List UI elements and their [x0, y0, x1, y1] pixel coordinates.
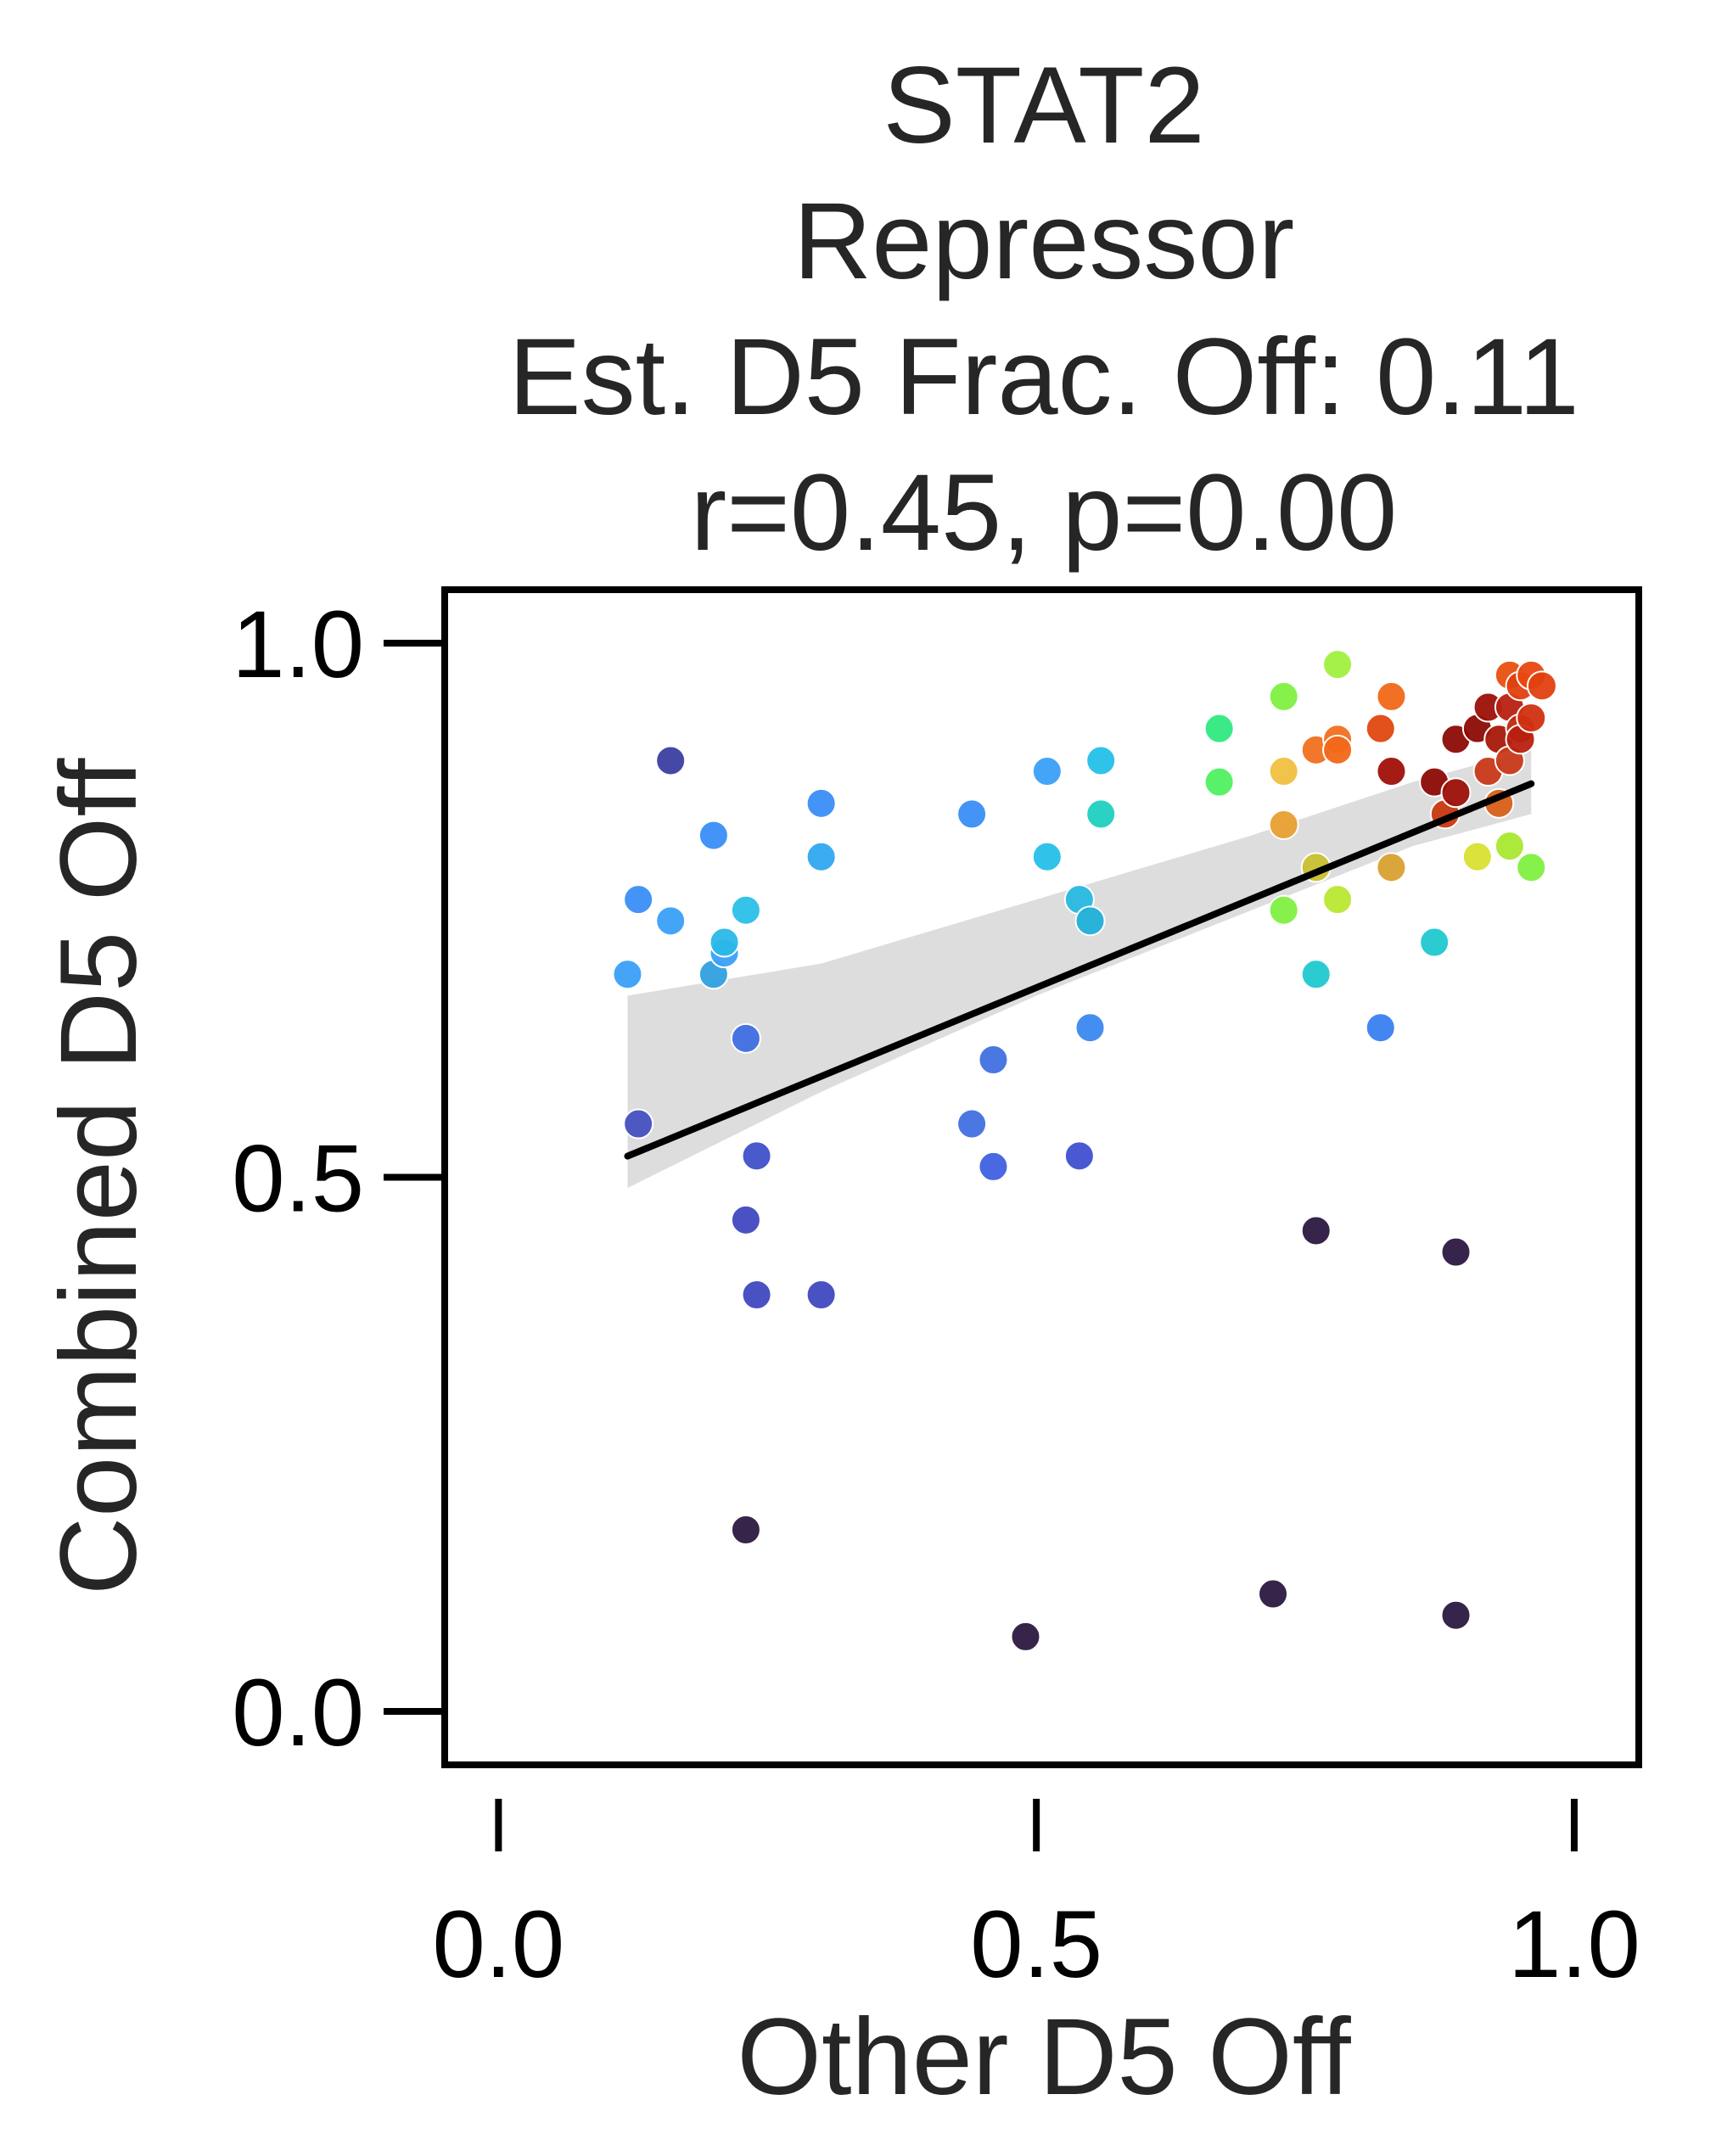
data-point	[1322, 649, 1354, 680]
data-point	[1494, 831, 1525, 862]
data-point	[1085, 745, 1117, 776]
data-point	[1526, 670, 1557, 702]
data-point	[1074, 1012, 1106, 1044]
data-point	[805, 787, 837, 819]
data-point	[730, 894, 761, 926]
data-point	[1376, 852, 1407, 883]
title-line-3: Est. D5 Frac. Off: 0.11	[508, 316, 1579, 438]
data-point	[805, 1280, 837, 1310]
data-point	[1365, 1012, 1396, 1044]
data-point	[1031, 841, 1063, 872]
data-point	[1365, 713, 1396, 744]
data-point	[709, 927, 740, 958]
x-tick-label: 0.0	[433, 1891, 565, 1997]
data-point	[623, 884, 654, 916]
data-point	[730, 1204, 761, 1235]
data-point	[978, 1044, 1009, 1075]
data-point	[1376, 680, 1407, 712]
y-tick-label: 0.0	[232, 1660, 364, 1766]
data-point	[805, 841, 837, 872]
data-point	[612, 959, 643, 990]
data-point	[1376, 756, 1407, 787]
title-line-4: r=0.45, p=0.00	[691, 452, 1398, 574]
data-point	[1268, 680, 1299, 712]
plot-area	[612, 649, 1557, 1652]
data-point	[1419, 927, 1450, 958]
data-point	[741, 1280, 772, 1310]
y-tick-label: 1.0	[232, 591, 364, 697]
data-point	[655, 905, 687, 937]
data-point	[1440, 777, 1472, 809]
data-point	[1268, 756, 1299, 787]
x-axis-label: Other D5 Off	[737, 1996, 1351, 2118]
chart-title: STAT2 Repressor Est. D5 Frac. Off: 0.11 …	[508, 45, 1579, 574]
y-axis-label: Combined D5 Off	[38, 758, 160, 1595]
data-point	[1268, 809, 1299, 840]
data-point	[1063, 1140, 1095, 1172]
data-point	[1010, 1621, 1041, 1652]
data-point	[1440, 1236, 1472, 1268]
data-point	[1203, 713, 1235, 744]
data-point	[978, 1151, 1009, 1182]
data-point	[1300, 1215, 1332, 1246]
data-point	[956, 1108, 988, 1140]
data-point	[698, 820, 729, 851]
data-point	[1461, 841, 1493, 872]
regression-line	[624, 780, 1535, 1160]
data-point	[1300, 959, 1332, 990]
data-point	[1440, 1599, 1472, 1631]
data-point	[730, 1022, 761, 1054]
data-point	[1085, 798, 1117, 830]
data-point	[730, 1515, 761, 1545]
data-point	[1322, 884, 1354, 916]
data-point	[741, 1140, 772, 1172]
data-point	[655, 745, 687, 776]
data-point	[1516, 703, 1547, 734]
x-tick-label: 0.5	[970, 1891, 1102, 1997]
title-line-2: Repressor	[794, 181, 1294, 302]
data-point	[956, 798, 988, 830]
data-point	[1268, 894, 1299, 926]
title-line-1: STAT2	[883, 45, 1204, 166]
data-point	[623, 1108, 654, 1140]
data-point	[1031, 756, 1063, 787]
axis-ticks: 0.0 0.5 1.0 0.0 0.5 1.0	[232, 591, 1640, 1997]
data-point	[1258, 1578, 1289, 1610]
y-tick-label: 0.5	[232, 1126, 364, 1232]
x-tick-label: 1.0	[1508, 1891, 1640, 1997]
data-point	[1322, 734, 1354, 765]
data-point	[1074, 905, 1106, 937]
data-point	[1516, 852, 1547, 883]
data-point	[1203, 766, 1235, 798]
